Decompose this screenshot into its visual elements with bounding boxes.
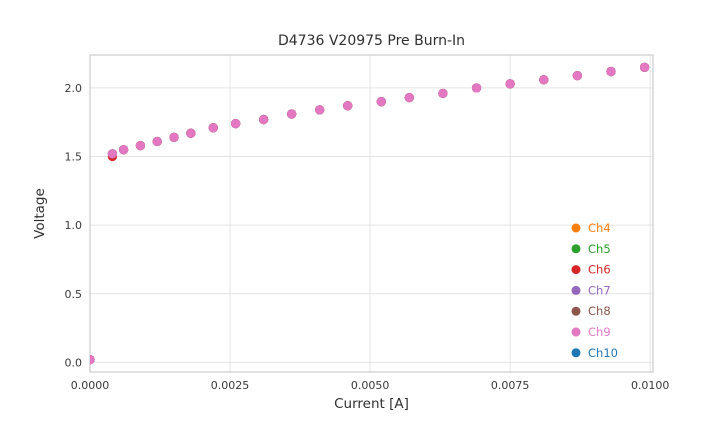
legend-label: Ch10: [588, 346, 618, 360]
y-tick-label: 0.5: [65, 288, 83, 301]
data-point-ch9: [505, 79, 515, 89]
legend-item-ch7: Ch7: [571, 283, 611, 297]
data-point-ch9: [119, 145, 129, 155]
legend-item-ch10: Ch10: [571, 346, 618, 360]
data-point-ch9: [287, 109, 297, 119]
plot-border: [89, 54, 654, 373]
data-point-ch9: [315, 105, 325, 115]
legend-item-ch9: Ch9: [571, 325, 611, 339]
chart-title: D4736 V20975 Pre Burn-In: [277, 33, 466, 49]
legend-marker-icon: [571, 244, 581, 254]
x-tick-label: 0.0050: [351, 379, 390, 392]
plot-background: [90, 55, 653, 372]
legend-marker-icon: [571, 306, 581, 316]
data-point-ch9: [208, 123, 218, 133]
data-point-ch9: [404, 92, 414, 103]
data-point-ch9: [438, 88, 448, 99]
legend-label: Ch5: [588, 242, 611, 256]
x-tick-label: 0.0100: [631, 379, 670, 392]
data-point-ch9: [639, 62, 650, 72]
y-axis-label: Voltage: [32, 188, 48, 239]
data-point-ch9: [539, 75, 549, 85]
legend-marker-icon: [571, 285, 581, 295]
series-ch9: [90, 62, 650, 365]
data-point-ch9: [152, 136, 162, 147]
y-tick-label: 0.0: [65, 356, 83, 369]
data-point-ch9: [186, 128, 196, 138]
data-point-ch9: [169, 132, 179, 142]
data-point-ch9: [471, 83, 482, 93]
legend-label: Ch7: [588, 283, 611, 297]
data-point-ch9: [343, 101, 353, 111]
data-point-ch9: [231, 119, 241, 129]
y-tick-label: 2.0: [65, 82, 83, 95]
legend-label: Ch4: [588, 221, 611, 235]
y-tick-label: 1.0: [65, 219, 83, 232]
legend-item-ch8: Ch8: [571, 304, 611, 318]
data-point-ch9: [606, 66, 616, 77]
legend-item-ch5: Ch5: [571, 242, 611, 256]
data-point-ch9: [376, 97, 386, 107]
y-tick-label: 1.5: [65, 151, 83, 164]
data-points-layer: [90, 62, 650, 365]
data-point-ch9: [572, 70, 582, 81]
x-axis-label: Current [A]: [334, 396, 409, 412]
legend-marker-icon: [571, 223, 581, 233]
data-point-ch9: [135, 140, 146, 151]
legend-marker-icon: [571, 265, 581, 275]
legend-item-ch4: Ch4: [571, 221, 611, 235]
legend-label: Ch6: [588, 263, 611, 277]
legend: Ch4 Ch5 Ch6 Ch7 Ch8 Ch9 Ch10: [571, 221, 618, 360]
x-tick-label: 0.0025: [211, 379, 250, 392]
data-point-ch9: [107, 149, 118, 159]
x-tick-label: 0.0000: [71, 379, 110, 392]
x-tick-label: 0.0075: [491, 379, 530, 392]
legend-marker-icon: [571, 327, 581, 337]
data-point-ch9: [259, 114, 269, 125]
data-point-ch9: [90, 355, 95, 365]
legend-marker-icon: [571, 348, 581, 358]
legend-item-ch6: Ch6: [571, 263, 611, 277]
legend-label: Ch9: [588, 325, 611, 339]
legend-label: Ch8: [588, 304, 611, 318]
